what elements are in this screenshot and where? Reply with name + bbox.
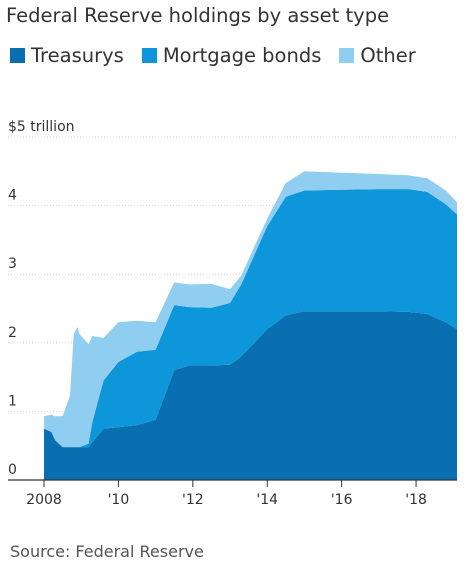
chart-title: Federal Reserve holdings by asset type — [6, 4, 390, 27]
legend-label-other: Other — [360, 44, 416, 67]
y-tick-label-1: 1 — [8, 393, 17, 409]
legend-label-mortgage-bonds: Mortgage bonds — [162, 44, 322, 67]
legend-swatch-other — [339, 48, 355, 63]
y-tick-label-2: 2 — [8, 325, 17, 341]
area-treasurys — [44, 311, 457, 480]
y-tick-label-4: 4 — [8, 188, 17, 204]
x-tick-label-2016: '16 — [331, 492, 353, 508]
axes: 0 1 2 3 4 $5 trillion 2008 '10 '12 '14 '16 '18 — [8, 119, 457, 508]
y-tick-label-3: 3 — [8, 256, 17, 272]
legend-swatch-treasurys — [10, 48, 25, 63]
source-note: Source: Federal Reserve — [10, 542, 204, 561]
y-tick-label-0: 0 — [8, 462, 17, 478]
area-mortgage-bonds — [44, 189, 457, 448]
legend-item-treasurys: Treasurys — [10, 44, 124, 67]
x-tick-label-2018: '18 — [405, 492, 427, 508]
x-tick-label-2010: '10 — [108, 492, 130, 508]
y-tick-label-5: $5 trillion — [8, 119, 75, 135]
area-other — [44, 171, 457, 448]
legend: Treasurys Mortgage bonds Other — [10, 44, 434, 67]
x-tick-label-2014: '14 — [256, 492, 278, 508]
stacked-areas — [44, 171, 457, 480]
x-tick-label-2012: '12 — [182, 492, 204, 508]
legend-item-mortgage-bonds: Mortgage bonds — [141, 44, 322, 67]
legend-label-treasurys: Treasurys — [31, 44, 124, 67]
legend-swatch-mortgage-bonds — [141, 48, 157, 63]
legend-item-other: Other — [339, 44, 416, 67]
x-tick-label-2008: 2008 — [26, 492, 62, 508]
